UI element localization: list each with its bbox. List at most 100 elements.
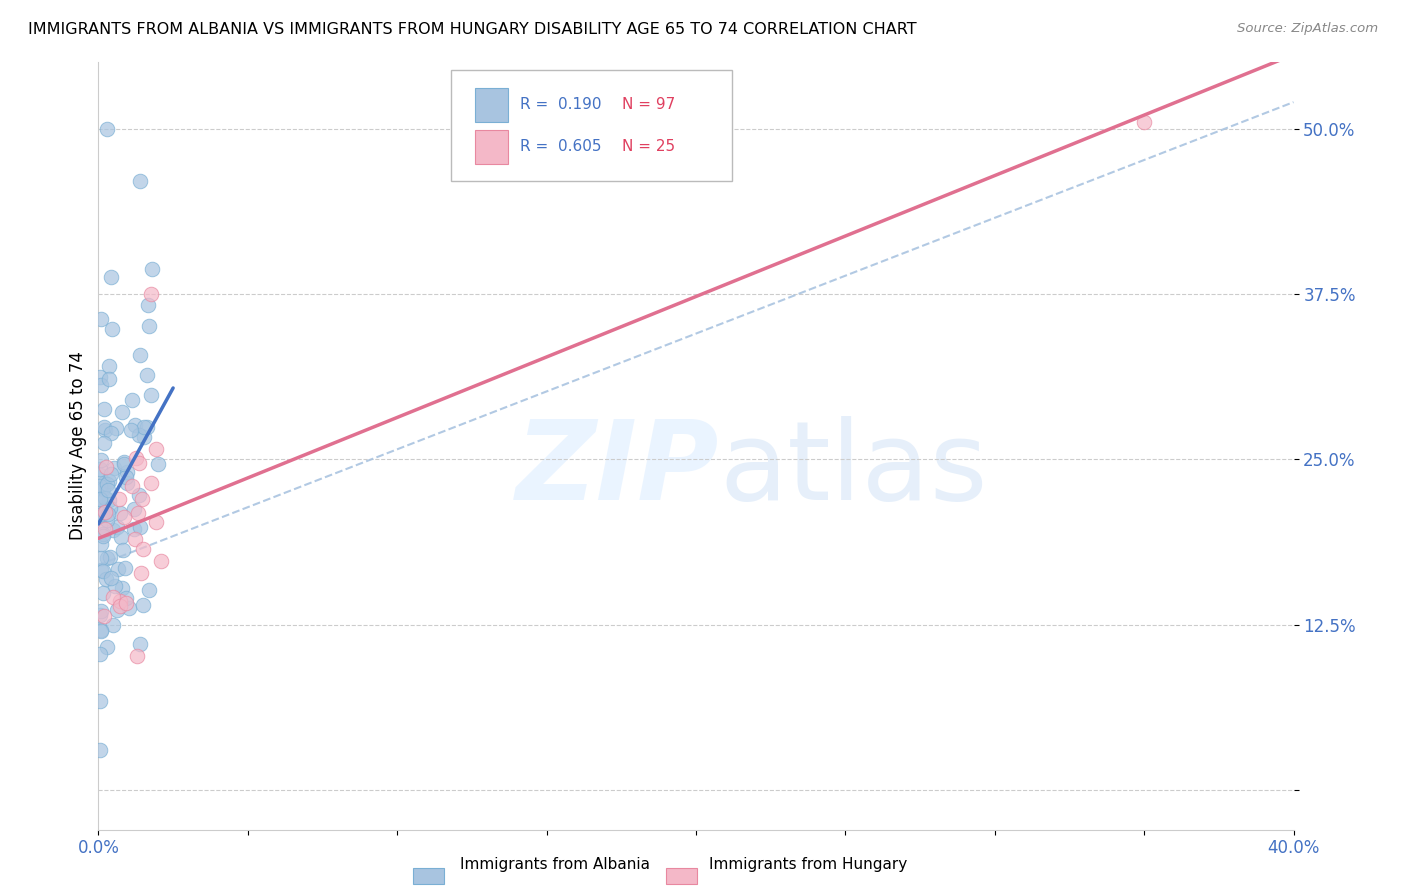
Point xyxy=(103,617,125,632)
Point xyxy=(90,311,112,326)
Point xyxy=(93,476,115,491)
Point xyxy=(93,401,115,416)
Text: Source: ZipAtlas.com: Source: ZipAtlas.com xyxy=(1237,22,1378,36)
Point xyxy=(141,388,163,402)
Point xyxy=(132,598,155,612)
Point xyxy=(90,604,112,618)
Point xyxy=(91,564,114,578)
Point xyxy=(115,596,138,610)
Point xyxy=(112,458,135,472)
Point xyxy=(128,520,150,534)
Point xyxy=(96,640,118,655)
Point xyxy=(124,532,146,546)
Text: IMMIGRANTS FROM ALBANIA VS IMMIGRANTS FROM HUNGARY DISABILITY AGE 65 TO 74 CORRE: IMMIGRANTS FROM ALBANIA VS IMMIGRANTS FR… xyxy=(28,22,917,37)
Point xyxy=(100,467,122,482)
Point xyxy=(89,607,111,622)
Point xyxy=(134,430,156,444)
Point xyxy=(128,488,150,502)
Point xyxy=(124,522,146,536)
Point xyxy=(98,500,121,515)
Point xyxy=(89,478,111,492)
Point xyxy=(1133,115,1156,129)
Point xyxy=(136,298,159,312)
FancyBboxPatch shape xyxy=(451,70,733,181)
Point xyxy=(91,482,114,496)
Point xyxy=(90,481,112,495)
Point xyxy=(129,348,152,362)
Point xyxy=(121,479,143,493)
Point xyxy=(135,368,157,383)
Point xyxy=(127,506,149,520)
Point xyxy=(91,586,114,600)
Point xyxy=(90,563,112,577)
Point xyxy=(115,476,138,491)
Point xyxy=(108,599,131,613)
Point xyxy=(131,492,153,507)
Point xyxy=(98,359,121,373)
Point xyxy=(145,442,167,456)
Point xyxy=(89,370,111,384)
Point xyxy=(91,507,114,521)
Point xyxy=(111,405,134,419)
Text: N = 25: N = 25 xyxy=(621,139,675,154)
Point xyxy=(91,529,114,543)
Point xyxy=(101,322,124,336)
Point xyxy=(103,590,125,604)
Point xyxy=(94,506,117,520)
Point xyxy=(129,638,152,652)
Point xyxy=(108,491,131,506)
Point xyxy=(101,523,124,537)
Point xyxy=(97,507,120,521)
Point xyxy=(89,743,111,757)
Point xyxy=(131,566,153,580)
Point xyxy=(139,475,162,490)
Point xyxy=(96,476,118,491)
Point xyxy=(94,423,117,437)
Point xyxy=(105,520,128,534)
Point xyxy=(112,509,135,524)
Point xyxy=(94,491,117,506)
Point xyxy=(107,562,129,576)
Point xyxy=(108,506,131,520)
Text: atlas: atlas xyxy=(720,416,988,523)
Point xyxy=(89,647,111,661)
Point xyxy=(90,536,112,550)
Point xyxy=(89,468,111,483)
Point xyxy=(89,518,111,533)
Point xyxy=(128,456,150,470)
Text: R =  0.605: R = 0.605 xyxy=(520,139,602,154)
Point xyxy=(114,591,136,605)
Point xyxy=(91,526,114,541)
Point xyxy=(89,461,111,475)
Point xyxy=(125,450,148,465)
Text: Immigrants from Albania: Immigrants from Albania xyxy=(460,857,651,872)
Point xyxy=(115,465,138,479)
Point xyxy=(120,424,142,438)
Point xyxy=(90,453,112,467)
Point xyxy=(98,371,121,385)
Text: R =  0.190: R = 0.190 xyxy=(520,97,602,112)
Point xyxy=(98,493,121,508)
Point xyxy=(108,594,131,608)
Point xyxy=(114,470,136,484)
Point xyxy=(94,460,117,475)
Point xyxy=(96,121,118,136)
Point xyxy=(90,377,112,392)
Point xyxy=(125,649,148,664)
Point xyxy=(135,419,157,434)
Point xyxy=(112,455,135,469)
Point xyxy=(124,417,146,432)
Point xyxy=(94,572,117,586)
Point xyxy=(89,694,111,708)
Point xyxy=(134,420,156,434)
Point xyxy=(90,624,112,638)
Point xyxy=(90,550,112,565)
Point xyxy=(118,601,141,615)
Point xyxy=(110,530,132,544)
Point xyxy=(100,571,122,585)
Point xyxy=(98,549,121,564)
Point xyxy=(96,513,118,527)
Text: N = 97: N = 97 xyxy=(621,97,675,112)
Point xyxy=(100,426,122,441)
Text: ZIP: ZIP xyxy=(516,416,720,523)
